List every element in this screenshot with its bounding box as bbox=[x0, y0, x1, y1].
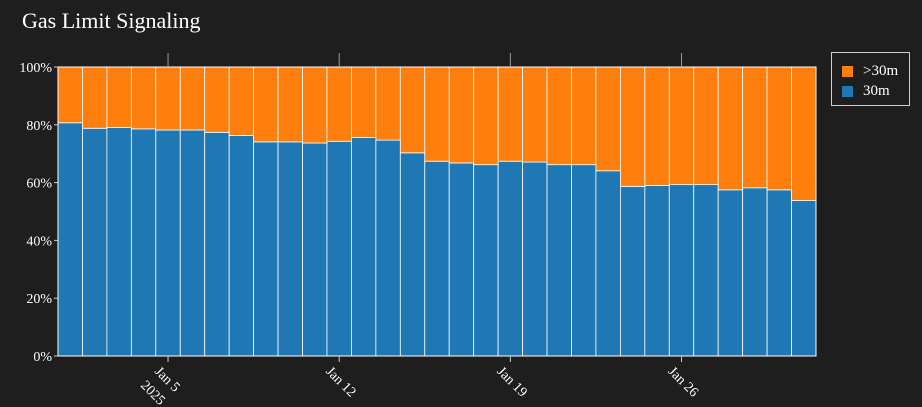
bar-over-30m[interactable] bbox=[204, 66, 230, 133]
bar-30m[interactable] bbox=[595, 170, 621, 357]
bar-over-30m[interactable] bbox=[179, 66, 206, 131]
legend-item-over-30m[interactable]: >30m bbox=[842, 61, 909, 81]
bar-30m[interactable] bbox=[571, 164, 597, 357]
x-tick-label: Jan 26 bbox=[665, 364, 701, 400]
legend-label-over-30m: >30m bbox=[863, 62, 899, 79]
bar-30m[interactable] bbox=[130, 128, 157, 357]
bar-over-30m[interactable] bbox=[619, 66, 646, 187]
bar-30m[interactable] bbox=[791, 200, 817, 357]
bar-30m[interactable] bbox=[179, 129, 206, 357]
bar-30m[interactable] bbox=[375, 139, 401, 357]
bar-30m[interactable] bbox=[277, 141, 303, 357]
bar-over-30m[interactable] bbox=[742, 66, 768, 189]
bar-over-30m[interactable] bbox=[424, 66, 450, 162]
bar-30m[interactable] bbox=[448, 162, 475, 357]
bar-30m[interactable] bbox=[57, 122, 83, 357]
bar-over-30m[interactable] bbox=[595, 66, 621, 172]
bar-30m[interactable] bbox=[693, 184, 719, 357]
bar-30m[interactable] bbox=[717, 189, 744, 357]
bar-over-30m[interactable] bbox=[448, 66, 475, 164]
bar-over-30m[interactable] bbox=[277, 66, 303, 143]
y-tick-label: 20% bbox=[26, 292, 52, 307]
legend-label-30m: 30m bbox=[863, 82, 890, 99]
bar-30m[interactable] bbox=[424, 160, 450, 357]
bar-over-30m[interactable] bbox=[497, 66, 523, 162]
x-tick-label: Jan 19 bbox=[494, 364, 530, 400]
bar-30m[interactable] bbox=[668, 184, 695, 357]
bar-30m[interactable] bbox=[619, 185, 646, 357]
bar-over-30m[interactable] bbox=[571, 66, 597, 166]
bar-30m[interactable] bbox=[644, 185, 670, 357]
bar-30m[interactable] bbox=[766, 189, 792, 357]
bar-30m[interactable] bbox=[82, 127, 108, 357]
bar-over-30m[interactable] bbox=[253, 66, 279, 143]
bar-30m[interactable] bbox=[106, 127, 132, 357]
bar-over-30m[interactable] bbox=[399, 66, 426, 154]
bar-30m[interactable] bbox=[204, 131, 230, 357]
bar-30m[interactable] bbox=[497, 160, 523, 357]
bar-over-30m[interactable] bbox=[717, 66, 744, 191]
bar-over-30m[interactable] bbox=[106, 66, 132, 128]
bar-30m[interactable] bbox=[326, 140, 352, 357]
bar-over-30m[interactable] bbox=[57, 66, 83, 124]
bar-30m[interactable] bbox=[351, 137, 377, 357]
plot-frame bbox=[57, 66, 817, 357]
bar-30m[interactable] bbox=[253, 141, 279, 357]
y-tick-label: 100% bbox=[19, 61, 52, 76]
bar-30m[interactable] bbox=[522, 161, 548, 357]
bar-over-30m[interactable] bbox=[522, 66, 548, 163]
bar-over-30m[interactable] bbox=[644, 66, 670, 186]
bar-30m[interactable] bbox=[399, 152, 426, 357]
y-tick-label: 0% bbox=[33, 350, 52, 365]
bar-over-30m[interactable] bbox=[791, 66, 817, 201]
bar-over-30m[interactable] bbox=[302, 66, 328, 144]
legend[interactable]: >30m 30m bbox=[831, 52, 910, 106]
bar-over-30m[interactable] bbox=[130, 66, 157, 130]
x-tick-label: Jan 12 bbox=[322, 364, 358, 400]
bar-over-30m[interactable] bbox=[766, 66, 792, 191]
bar-over-30m[interactable] bbox=[155, 66, 181, 131]
y-tick-label: 60% bbox=[26, 177, 52, 192]
bar-over-30m[interactable] bbox=[693, 66, 719, 186]
bar-30m[interactable] bbox=[302, 142, 328, 357]
legend-swatch-over-30m bbox=[842, 65, 853, 77]
legend-item-30m[interactable]: 30m bbox=[842, 81, 909, 101]
bar-30m[interactable] bbox=[546, 164, 572, 357]
bar-30m[interactable] bbox=[742, 187, 768, 357]
bar-over-30m[interactable] bbox=[82, 66, 108, 129]
bar-over-30m[interactable] bbox=[668, 66, 695, 186]
y-tick-label: 80% bbox=[26, 119, 52, 134]
bar-over-30m[interactable] bbox=[473, 66, 499, 166]
bar-30m[interactable] bbox=[155, 129, 181, 357]
y-tick-label: 40% bbox=[26, 234, 52, 249]
bar-over-30m[interactable] bbox=[375, 66, 401, 141]
bar-over-30m[interactable] bbox=[228, 66, 255, 136]
legend-swatch-30m bbox=[842, 85, 853, 97]
bar-over-30m[interactable] bbox=[351, 66, 377, 138]
bar-over-30m[interactable] bbox=[546, 66, 572, 166]
bar-30m[interactable] bbox=[473, 164, 499, 357]
bar-30m[interactable] bbox=[228, 135, 255, 357]
bar-over-30m[interactable] bbox=[326, 66, 352, 142]
chart-title: Gas Limit Signaling bbox=[22, 8, 201, 33]
